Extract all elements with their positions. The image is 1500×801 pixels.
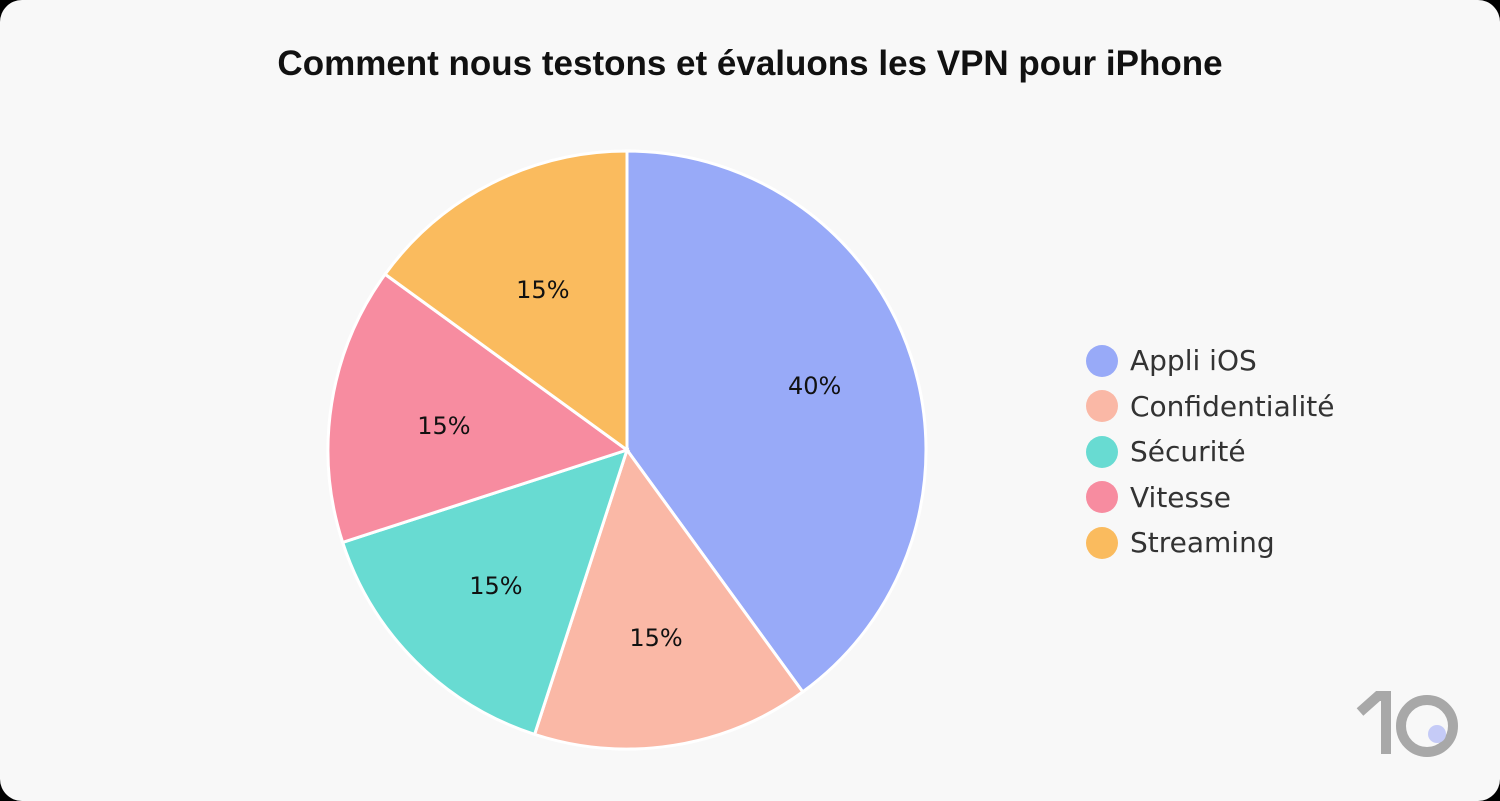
data-label-3: 15%	[417, 412, 470, 440]
legend-label-0: Appli iOS	[1130, 344, 1257, 378]
chart-title: Comment nous testons et évaluons les VPN…	[277, 44, 1223, 83]
legend-label-1: Confidentialité	[1130, 389, 1335, 423]
brand-logo	[1356, 691, 1458, 757]
legend-swatch-1	[1086, 390, 1118, 423]
legend-label-3: Vitesse	[1130, 480, 1231, 514]
pie-slice-1	[532, 446, 805, 751]
pie-slice-4	[383, 149, 629, 453]
data-label-0: 40%	[788, 372, 841, 400]
pie-slice-3	[326, 272, 631, 545]
legend-item-4: Streaming	[1086, 520, 1335, 566]
legend-item-3: Vitesse	[1086, 475, 1335, 521]
pie-slice-0	[625, 149, 928, 694]
legend-item-2: Sécurité	[1086, 429, 1335, 475]
legend-swatch-3	[1086, 481, 1118, 514]
legend-item-0: Appli iOS	[1086, 338, 1335, 384]
data-label-1: 15%	[629, 624, 682, 652]
legend-label-2: Sécurité	[1130, 435, 1246, 469]
legend-item-1: Confidentialité	[1086, 384, 1335, 430]
legend-label-4: Streaming	[1130, 526, 1275, 560]
legend-swatch-2	[1086, 435, 1118, 468]
data-label-2: 15%	[469, 572, 522, 600]
legend: Appli iOS Confidentialité Sécurité Vitesse S…	[1086, 338, 1335, 566]
data-label-4: 15%	[516, 276, 569, 304]
legend-swatch-4	[1086, 526, 1118, 559]
legend-swatch-0	[1086, 344, 1118, 377]
pie-slice-2	[340, 447, 630, 737]
